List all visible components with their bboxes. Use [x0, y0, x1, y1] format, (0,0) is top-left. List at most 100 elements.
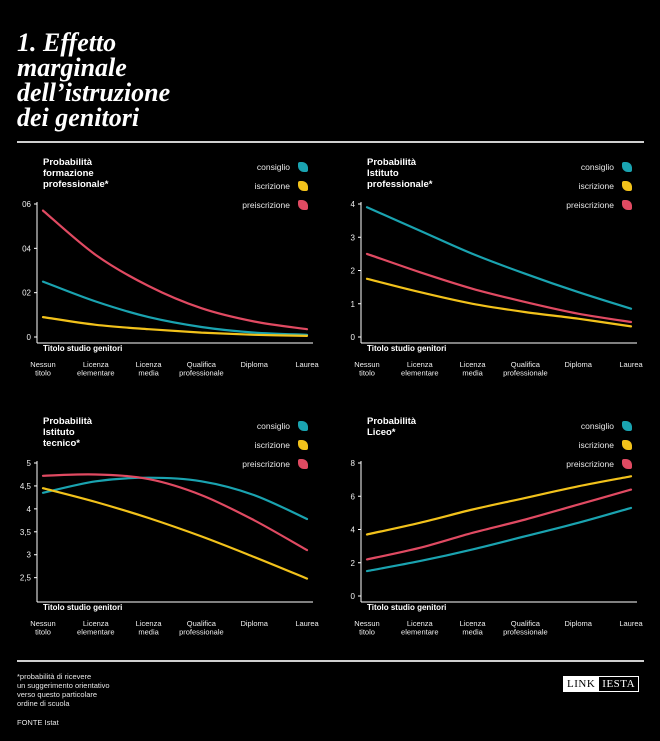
y-tick-label: 4,5 — [20, 482, 32, 491]
legend-label: iscrizione — [578, 439, 614, 450]
footnote: *probabilità di ricevere un suggerimento… — [17, 672, 110, 708]
source-note: FONTE Istat — [17, 718, 59, 727]
y-tick-label: 2 — [351, 267, 356, 276]
y-tick-label: 02 — [22, 289, 31, 298]
chart-title: Probabilità formazione professionale* — [43, 157, 109, 190]
x-tick-label: Diploma — [240, 619, 268, 628]
series-line-consiglio — [365, 206, 633, 310]
legend-label: preiscrizione — [566, 199, 614, 210]
legend-label: iscrizione — [254, 439, 290, 450]
chart-legend: consiglio iscrizione preiscrizione — [566, 416, 632, 473]
legend-item-iscrizione: iscrizione — [566, 435, 632, 454]
legend-swatch — [622, 458, 632, 469]
legend-item-preiscrizione: preiscrizione — [242, 195, 308, 214]
chart-svg: 2,5 3 3,5 4 4,5 5 Titolo studio genitori Nessun… — [20, 459, 320, 637]
x-tick-label: Laurea — [619, 619, 643, 628]
series-line-preiscrizione — [365, 252, 633, 324]
legend-item-iscrizione: iscrizione — [242, 176, 308, 195]
x-axis-title: Titolo studio genitori — [43, 603, 122, 612]
logo-part-1: LINK — [564, 677, 599, 691]
x-tick-label: Nessun titolo — [30, 619, 55, 637]
x-tick-label: Diploma — [564, 360, 592, 369]
x-tick-label: Licenza elementare — [77, 360, 115, 378]
chart-legend: consiglio iscrizione preiscrizione — [242, 157, 308, 214]
y-tick-label: 4 — [351, 200, 356, 209]
x-tick-label: Laurea — [619, 360, 643, 369]
y-tick-label: 06 — [22, 200, 31, 209]
y-tick-label: 3 — [27, 551, 32, 560]
x-axis-title: Titolo studio genitori — [367, 603, 446, 612]
x-tick-label: Licenza elementare — [401, 360, 439, 378]
y-tick-label: 4 — [351, 526, 356, 535]
y-tick-label: 1 — [351, 300, 356, 309]
legend-label: consiglio — [580, 420, 614, 431]
legend-item-consiglio: consiglio — [242, 157, 308, 176]
x-tick-label: Licenza media — [460, 619, 487, 637]
chart-istituto-professionale: Probabilità Istituto professionale* cons… — [341, 157, 646, 395]
series-line-preiscrizione — [41, 209, 309, 331]
series-line-consiglio — [365, 506, 633, 573]
x-tick-label: Qualifica professionale — [179, 360, 224, 378]
chart-legend: consiglio iscrizione preiscrizione — [566, 157, 632, 214]
legend-label: consiglio — [580, 161, 614, 172]
legend-swatch — [298, 458, 308, 469]
legend-label: preiscrizione — [242, 199, 290, 210]
legend-swatch — [298, 420, 308, 431]
y-tick-label: 6 — [351, 492, 356, 501]
linkiesta-logo: LINK IESTA — [563, 676, 640, 692]
series-line-iscrizione — [365, 277, 633, 328]
legend-item-preiscrizione: preiscrizione — [242, 454, 308, 473]
y-tick-label: 0 — [351, 592, 356, 601]
legend-swatch — [622, 420, 632, 431]
chart-svg: 0 02 04 06 Titolo studio genitori Nessun titol… — [22, 200, 319, 378]
chart-svg: 0 2 4 6 8 Titolo studio genitori Nessun titolo L… — [351, 459, 644, 637]
y-tick-label: 04 — [22, 244, 31, 253]
chart-legend: consiglio iscrizione preiscrizione — [242, 416, 308, 473]
y-tick-label: 2 — [351, 559, 356, 568]
x-tick-label: Diploma — [240, 360, 268, 369]
legend-swatch — [622, 180, 632, 191]
x-tick-label: Licenza elementare — [401, 619, 439, 637]
x-tick-label: Nessun titolo — [354, 619, 379, 637]
series-line-preiscrizione — [365, 488, 633, 561]
legend-swatch — [622, 439, 632, 450]
logo-part-2: IESTA — [598, 677, 639, 691]
x-tick-label: Licenza media — [460, 360, 487, 378]
series-line-iscrizione — [41, 487, 309, 580]
series-line-consiglio — [41, 476, 309, 521]
legend-item-preiscrizione: preiscrizione — [566, 454, 632, 473]
legend-label: preiscrizione — [566, 458, 614, 469]
x-axis-title: Titolo studio genitori — [367, 344, 446, 353]
chart-istituto-tecnico: Probabilità Istituto tecnico* consiglio i… — [17, 416, 322, 654]
y-tick-label: 3 — [351, 233, 356, 242]
chart-title: Probabilità Istituto professionale* — [367, 157, 433, 190]
legend-item-consiglio: consiglio — [242, 416, 308, 435]
x-tick-label: Laurea — [295, 360, 319, 369]
legend-item-iscrizione: iscrizione — [242, 435, 308, 454]
x-tick-label: Qualifica professionale — [503, 619, 548, 637]
x-tick-label: Nessun titolo — [30, 360, 55, 378]
legend-label: iscrizione — [578, 180, 614, 191]
legend-swatch — [298, 161, 308, 172]
series-line-preiscrizione — [41, 473, 309, 552]
legend-swatch — [298, 439, 308, 450]
x-tick-label: Diploma — [564, 619, 592, 628]
x-tick-label: Licenza elementare — [77, 619, 115, 637]
page-title: 1. Effetto marginale dell’istruzione dei… — [17, 28, 171, 132]
chart-formazione-professionale: Probabilità formazione professionale* co… — [17, 157, 322, 395]
legend-label: iscrizione — [254, 180, 290, 191]
y-tick-label: 5 — [27, 459, 32, 468]
legend-label: consiglio — [256, 161, 290, 172]
legend-swatch — [298, 199, 308, 210]
legend-item-preiscrizione: preiscrizione — [566, 195, 632, 214]
top-divider — [17, 141, 644, 143]
series-line-iscrizione — [365, 475, 633, 536]
x-tick-label: Licenza media — [136, 619, 163, 637]
y-tick-label: 0 — [27, 333, 32, 342]
chart-title: Probabilità Istituto tecnico* — [43, 416, 93, 449]
legend-item-iscrizione: iscrizione — [566, 176, 632, 195]
series-line-iscrizione — [41, 316, 309, 337]
chart-title: Probabilità Liceo* — [367, 416, 417, 438]
y-tick-label: 3,5 — [20, 528, 32, 537]
x-tick-label: Qualifica professionale — [503, 360, 548, 378]
